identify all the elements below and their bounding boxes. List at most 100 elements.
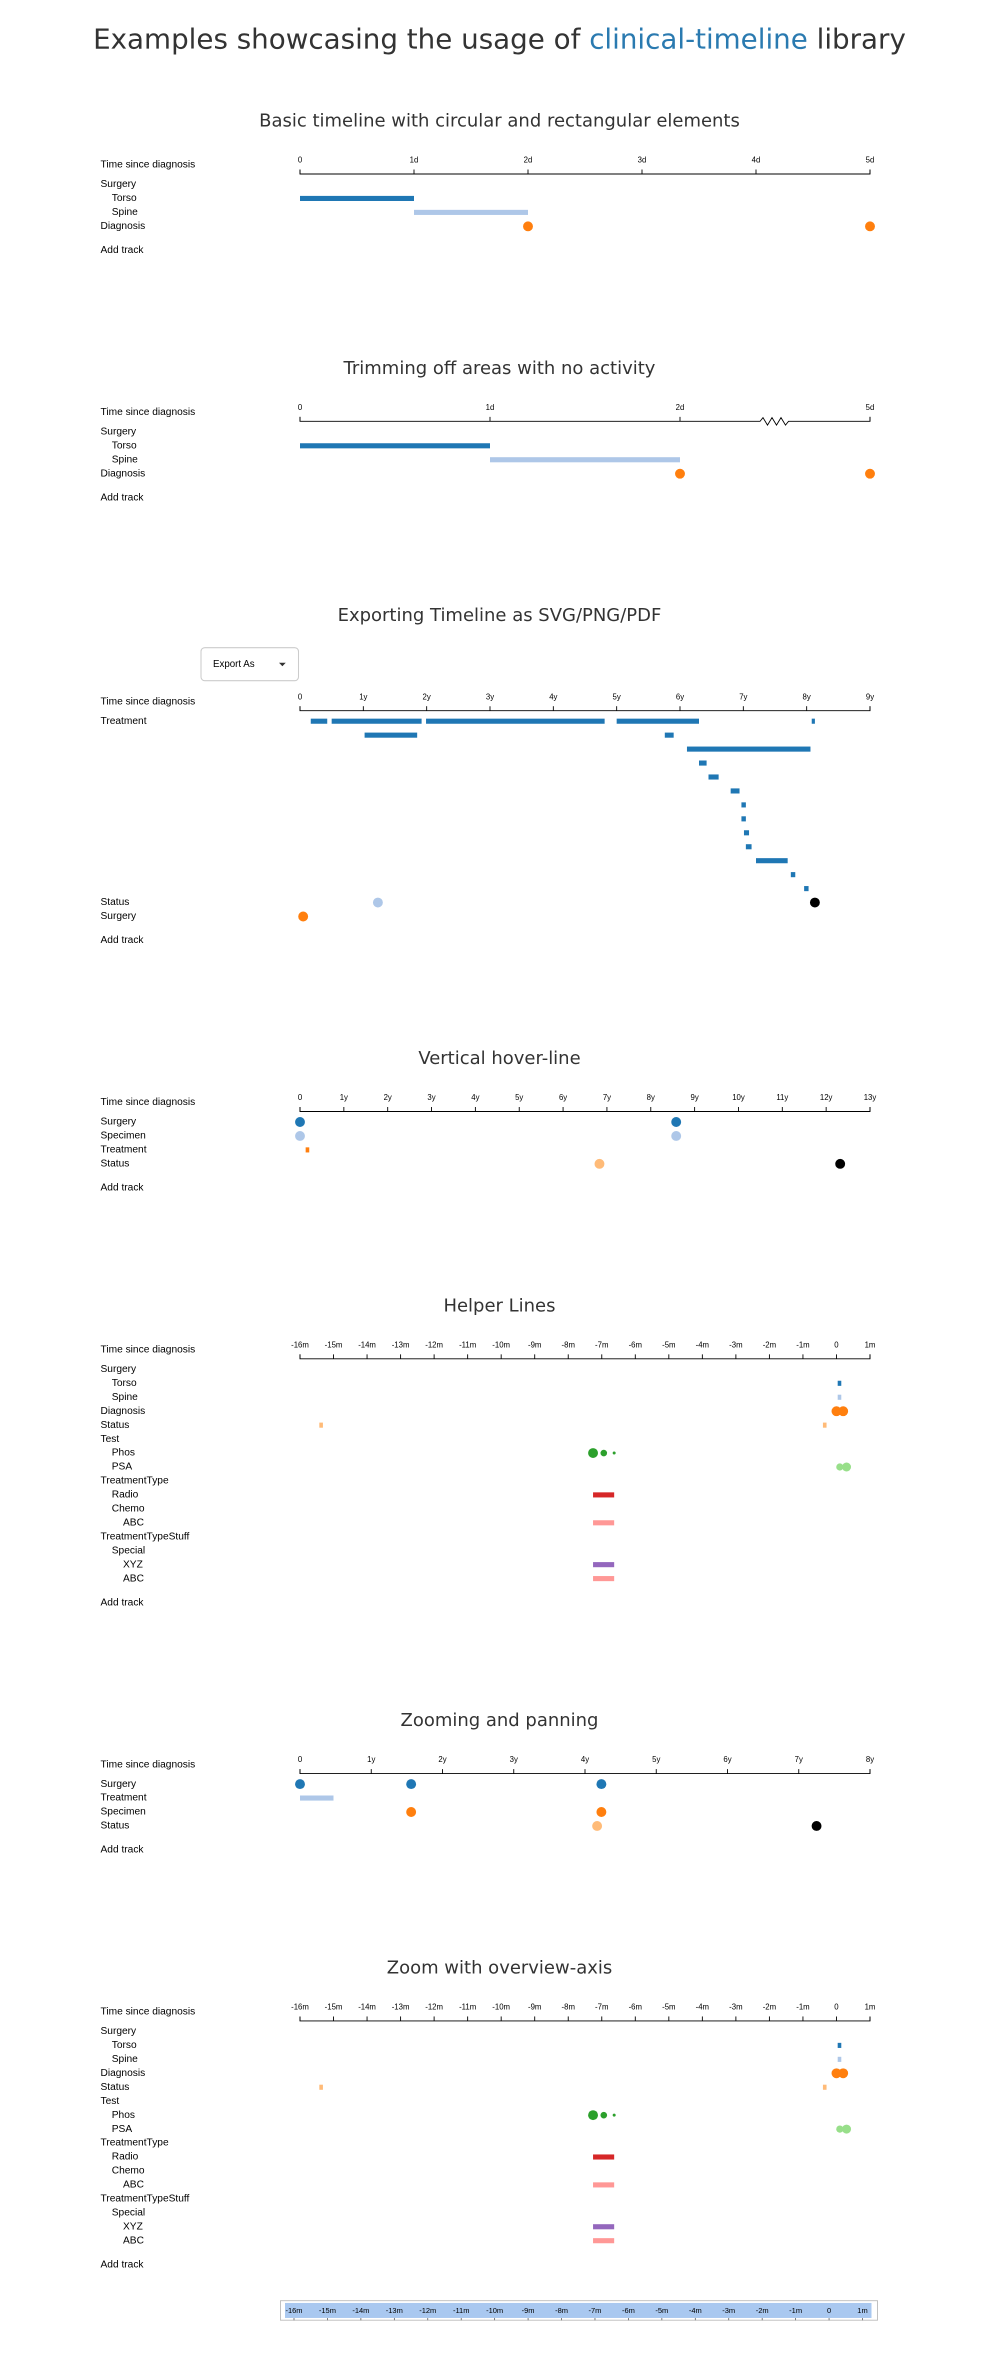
timeline-point[interactable] bbox=[298, 911, 309, 922]
timeline-point[interactable] bbox=[588, 1448, 598, 1458]
timeline-point[interactable] bbox=[295, 1131, 305, 1141]
timeline-point[interactable] bbox=[406, 1779, 417, 1790]
timeline-tick[interactable] bbox=[319, 2084, 323, 2090]
timeline-point[interactable] bbox=[600, 1449, 608, 1457]
timeline-bar[interactable] bbox=[745, 844, 752, 850]
tick-label: 0 bbox=[834, 1340, 839, 1349]
timeline-bar[interactable] bbox=[743, 830, 750, 836]
timeline-bar[interactable] bbox=[616, 718, 699, 724]
timeline-bar[interactable] bbox=[299, 1795, 334, 1801]
tick-label: -1m bbox=[796, 1340, 809, 1349]
timeline-tick[interactable] bbox=[837, 2042, 842, 2048]
track-label: Test bbox=[100, 2096, 119, 2107]
timeline-bar[interactable] bbox=[364, 732, 418, 738]
timeline-point[interactable] bbox=[865, 221, 875, 232]
timeline-bar[interactable] bbox=[698, 760, 707, 766]
timeline-point[interactable] bbox=[835, 1158, 846, 1169]
timeline-bar[interactable] bbox=[593, 2182, 615, 2188]
timeline-point[interactable] bbox=[295, 1117, 305, 1127]
timeline-bar[interactable] bbox=[593, 2224, 615, 2230]
timeline-bar[interactable] bbox=[593, 2238, 615, 2244]
timeline-bar[interactable] bbox=[755, 858, 788, 864]
timeline-point[interactable] bbox=[842, 2124, 852, 2134]
timeline-point[interactable] bbox=[406, 1807, 417, 1817]
add-track[interactable]: Add track bbox=[100, 245, 144, 256]
timeline-point[interactable] bbox=[836, 2125, 844, 2133]
tick-label: 0 bbox=[298, 692, 303, 701]
timeline-bar[interactable] bbox=[489, 457, 680, 463]
timeline-bar[interactable] bbox=[593, 2154, 615, 2160]
timeline-tick[interactable] bbox=[837, 2056, 842, 2062]
track-label: Torso bbox=[112, 2040, 137, 2051]
timeline-tick[interactable] bbox=[822, 1422, 827, 1428]
timeline-tick[interactable] bbox=[305, 1147, 310, 1153]
title-link[interactable]: clinical-timeline bbox=[589, 23, 808, 56]
add-track[interactable]: Add track bbox=[100, 2259, 144, 2270]
timeline-bar[interactable] bbox=[413, 209, 528, 215]
timeline-point[interactable] bbox=[612, 2113, 616, 2117]
timeline-bar[interactable] bbox=[331, 718, 422, 724]
timeline-point[interactable] bbox=[838, 1406, 849, 1417]
timeline-bar[interactable] bbox=[790, 872, 796, 878]
timeline-point[interactable] bbox=[671, 1131, 682, 1141]
timeline-bar[interactable] bbox=[593, 1520, 615, 1526]
timeline-point[interactable] bbox=[295, 1779, 305, 1790]
timeline-tick[interactable] bbox=[822, 2084, 827, 2090]
timeline-bar[interactable] bbox=[299, 443, 490, 449]
timeline-bar[interactable] bbox=[741, 816, 746, 822]
track-label: Surgery bbox=[100, 1779, 137, 1790]
timeline-point[interactable] bbox=[600, 2111, 608, 2119]
timeline-point[interactable] bbox=[811, 1820, 822, 1831]
title-text: library bbox=[808, 23, 906, 56]
tick-label: 0 bbox=[298, 1755, 303, 1764]
timeline-point[interactable] bbox=[836, 1463, 844, 1471]
timeline-point[interactable] bbox=[612, 1451, 616, 1455]
tick-label: -3m bbox=[729, 2003, 742, 2012]
overview-brush[interactable] bbox=[284, 2302, 872, 2318]
section-title: Helper Lines bbox=[443, 1295, 555, 1316]
add-track[interactable]: Add track bbox=[100, 1183, 144, 1194]
tick-label: -13m bbox=[392, 2003, 410, 2012]
timeline-bar[interactable] bbox=[708, 774, 719, 780]
timeline-bar[interactable] bbox=[730, 788, 740, 794]
track-label: Test bbox=[100, 1434, 119, 1445]
timeline-bar[interactable] bbox=[426, 718, 605, 724]
timeline-point[interactable] bbox=[596, 1779, 607, 1790]
timeline-point[interactable] bbox=[594, 1158, 605, 1169]
timeline-bar[interactable] bbox=[310, 718, 328, 724]
timeline-bar[interactable] bbox=[741, 802, 746, 808]
timeline-bar[interactable] bbox=[593, 1492, 615, 1498]
timeline-point[interactable] bbox=[809, 897, 820, 908]
timeline-point[interactable] bbox=[671, 1117, 682, 1127]
timeline-point[interactable] bbox=[592, 1820, 603, 1831]
add-track[interactable]: Add track bbox=[100, 1845, 144, 1856]
timeline-point[interactable] bbox=[842, 1462, 852, 1472]
timeline-bar[interactable] bbox=[593, 1576, 615, 1582]
timeline-point[interactable] bbox=[588, 2110, 598, 2121]
timeline-bar[interactable] bbox=[593, 1562, 615, 1568]
timeline-point[interactable] bbox=[865, 468, 875, 479]
timeline-bar[interactable] bbox=[811, 718, 815, 724]
timeline-point[interactable] bbox=[523, 221, 533, 232]
timeline-bar[interactable] bbox=[664, 732, 674, 738]
add-track[interactable]: Add track bbox=[100, 492, 144, 503]
timeline-bar[interactable] bbox=[686, 746, 811, 752]
timeline-point[interactable] bbox=[838, 2068, 849, 2079]
add-track[interactable]: Add track bbox=[100, 1597, 144, 1608]
timeline-point[interactable] bbox=[675, 468, 685, 479]
timeline-bar[interactable] bbox=[804, 886, 809, 892]
timeline-bar[interactable] bbox=[299, 195, 414, 202]
timeline-tick[interactable] bbox=[319, 1422, 323, 1428]
timeline-tick[interactable] bbox=[837, 1394, 842, 1400]
tick-label: -11m bbox=[459, 1340, 476, 1349]
tick-label: -1m bbox=[796, 2003, 809, 2012]
tick-label: 2d bbox=[524, 156, 533, 165]
export-button[interactable] bbox=[200, 647, 300, 682]
timeline-tick[interactable] bbox=[837, 1380, 842, 1386]
timeline-point[interactable] bbox=[372, 897, 383, 908]
add-track[interactable]: Add track bbox=[100, 935, 144, 946]
export-button-label[interactable]: Export As bbox=[213, 659, 255, 670]
track-label: Torso bbox=[112, 193, 137, 204]
timeline-point[interactable] bbox=[596, 1807, 607, 1817]
tick-label: 2d bbox=[676, 403, 685, 412]
